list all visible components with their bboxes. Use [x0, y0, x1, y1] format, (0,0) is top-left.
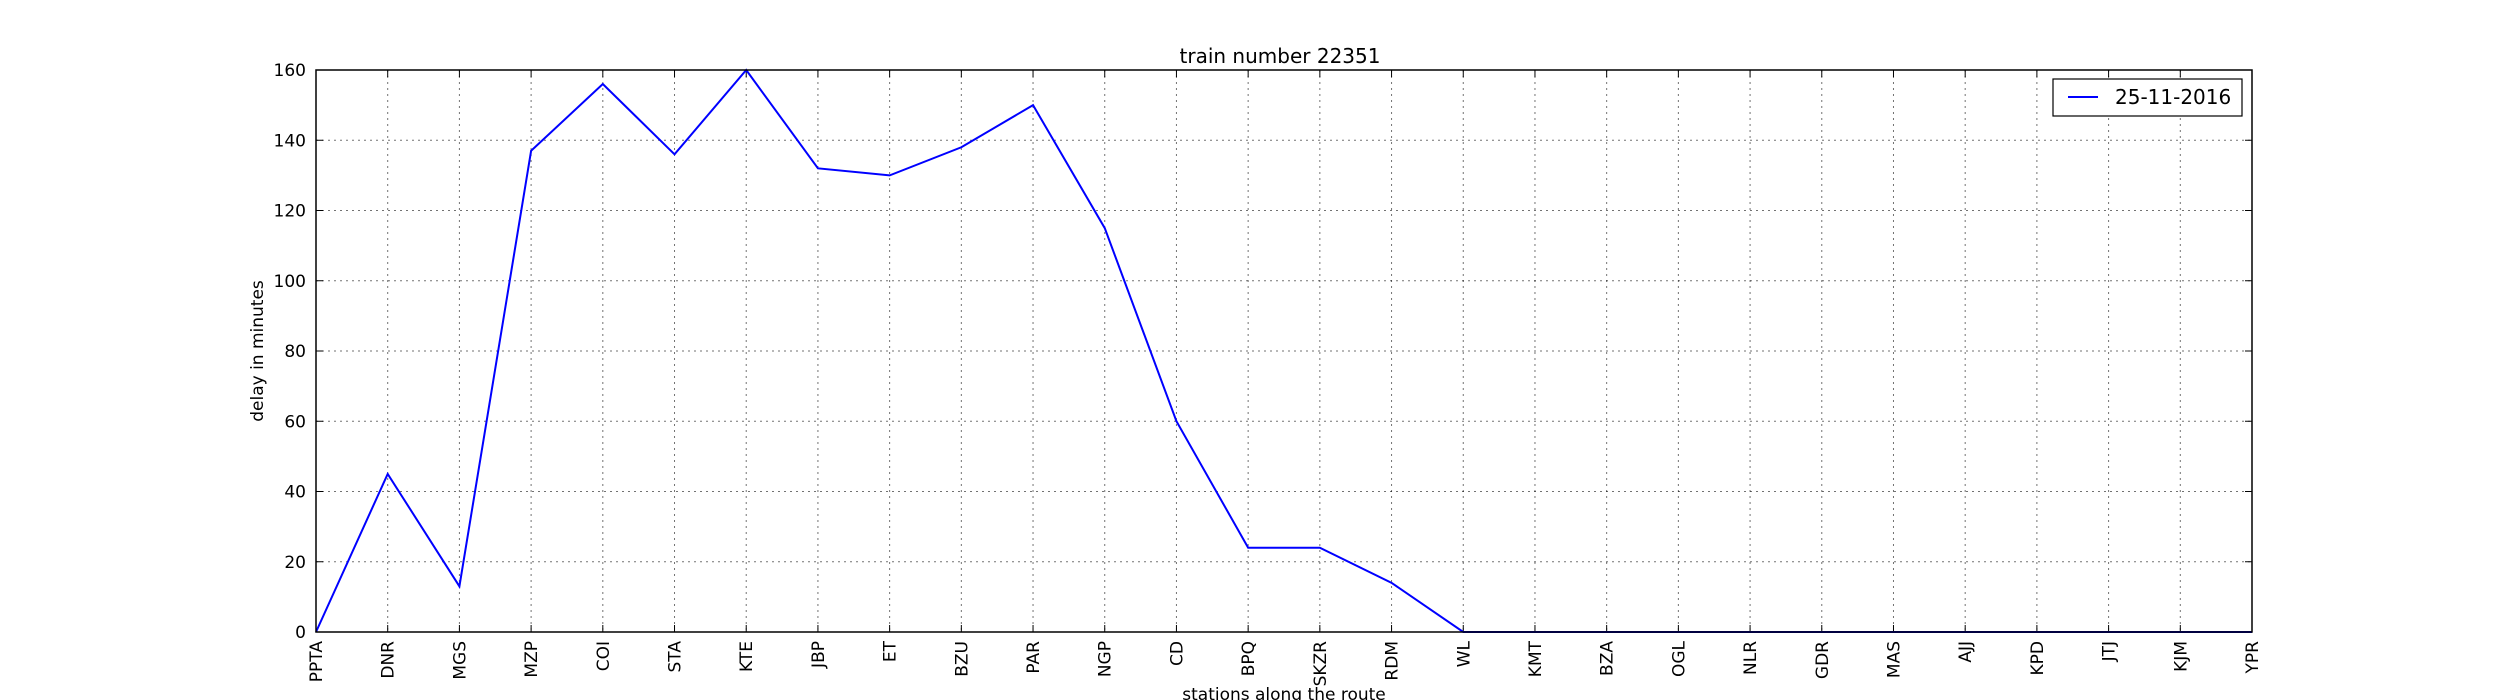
x-tick-label-mas: MAS: [1884, 641, 1904, 678]
x-tick-label-kte: KTE: [737, 641, 757, 672]
x-tick-label-ypr: YPR: [2243, 641, 2263, 675]
x-tick-label-cd: CD: [1167, 641, 1187, 666]
grid: [316, 70, 2252, 632]
y-axis-label: delay in minutes: [248, 280, 268, 422]
chart-title: train number 22351: [1180, 44, 1381, 68]
x-tick-label-ajj: AJJ: [1956, 641, 1976, 663]
legend: 25-11-2016: [2052, 78, 2243, 117]
y-tick-label: 80: [284, 342, 306, 362]
x-tick-label-wl: WL: [1454, 640, 1474, 667]
y-tick-label: 0: [295, 623, 306, 643]
x-tick-label-bza: BZA: [1598, 641, 1618, 676]
x-tick-label-nlr: NLR: [1741, 641, 1761, 675]
x-tick-label-skzr: SKZR: [1311, 641, 1331, 687]
x-tick-label-gdr: GDR: [1813, 641, 1833, 679]
x-tick-label-dnr: DNR: [379, 641, 399, 679]
x-tick-label-rdm: RDM: [1383, 641, 1403, 681]
x-tick-label-ngp: NGP: [1096, 641, 1116, 677]
x-tick-label-kmt: KMT: [1526, 640, 1546, 677]
x-tick-label-kjm: KJM: [2171, 641, 2191, 672]
x-tick-label-mzp: MZP: [522, 641, 542, 678]
y-tick-label: 60: [284, 412, 306, 432]
x-tick-label-ppta: PPTA: [307, 641, 327, 683]
y-tick-label: 160: [274, 61, 306, 81]
x-tick-label-coi: COI: [594, 641, 614, 671]
y-tick-label: 40: [284, 483, 306, 503]
x-tick-label-mgs: MGS: [450, 641, 470, 680]
x-tick-label-et: ET: [881, 640, 901, 662]
x-tick-label-kpd: KPD: [2028, 641, 2048, 676]
legend-entry-label: 25-11-2016: [2115, 85, 2231, 109]
x-axis-ticks: PPTA DNR MGS MZP COI STA KTE JBP ET BZU PAR NGP CD BP…: [307, 70, 2263, 686]
x-tick-label-bpq: BPQ: [1239, 641, 1259, 676]
plot-frame: [315, 69, 2253, 633]
y-tick-label: 100: [274, 272, 306, 292]
x-tick-label-jbp: JBP: [809, 641, 829, 669]
y-tick-label: 140: [274, 131, 306, 151]
y-tick-label: 120: [274, 202, 306, 222]
x-tick-label-ogl: OGL: [1669, 640, 1689, 677]
x-axis-label: stations along the route: [1182, 685, 1386, 700]
x-tick-label-jtj: JTJ: [2100, 641, 2120, 662]
x-tick-label-bzu: BZU: [952, 641, 972, 677]
x-tick-label-sta: STA: [666, 641, 686, 673]
y-tick-label: 20: [284, 553, 306, 573]
y-axis-ticks: 0 20 40 60 80 100 120 140 160: [274, 61, 2252, 643]
x-tick-label-par: PAR: [1024, 641, 1044, 674]
